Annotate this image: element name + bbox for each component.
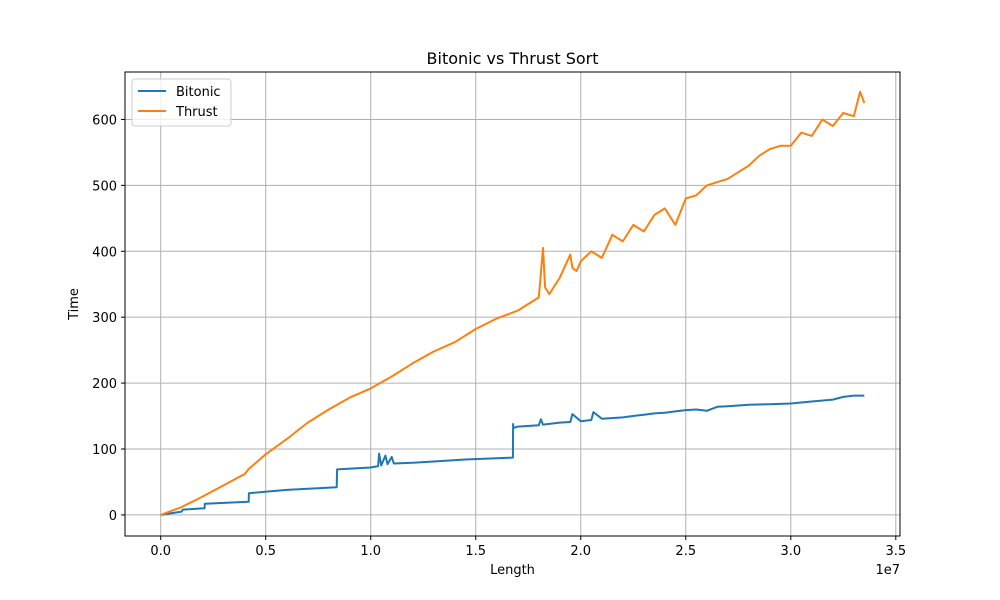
chart-title: Bitonic vs Thrust Sort — [427, 49, 599, 68]
x-tick-label: 2.0 — [570, 544, 591, 559]
x-tick-label: 0.5 — [255, 544, 276, 559]
y-tick-label: 400 — [92, 245, 117, 260]
x-tick-label: 1.0 — [360, 544, 381, 559]
x-tick-label: 2.5 — [675, 544, 696, 559]
x-axis-offset-label: 1e7 — [875, 563, 900, 578]
series-line-thrust — [160, 90, 866, 516]
x-tick-label: 3.0 — [780, 544, 801, 559]
y-tick-label: 0 — [109, 509, 117, 524]
series-line-bitonic — [160, 394, 865, 516]
axes-frame — [124, 71, 901, 537]
x-tick-label: 3.5 — [885, 544, 906, 559]
legend: Bitonic Thrust — [131, 78, 232, 127]
y-tick-label: 500 — [92, 179, 117, 194]
x-tick-label: 0.0 — [150, 544, 171, 559]
x-tick-label: 1.5 — [465, 544, 486, 559]
y-tick-label: 200 — [92, 377, 117, 392]
x-axis-label: Length — [490, 563, 535, 578]
ticks: 0.0 0.5 1.0 1.5 2.0 2.5 3.0 3.5 0 100 200 300 400 500… — [92, 113, 906, 559]
y-tick-label: 300 — [92, 311, 117, 326]
legend-label-bitonic: Bitonic — [176, 85, 221, 100]
y-axis-label: Time — [67, 288, 82, 321]
legend-label-thrust: Thrust — [175, 105, 218, 120]
series-layer — [160, 90, 866, 516]
y-tick-label: 600 — [92, 113, 117, 128]
y-tick-label: 100 — [92, 443, 117, 458]
